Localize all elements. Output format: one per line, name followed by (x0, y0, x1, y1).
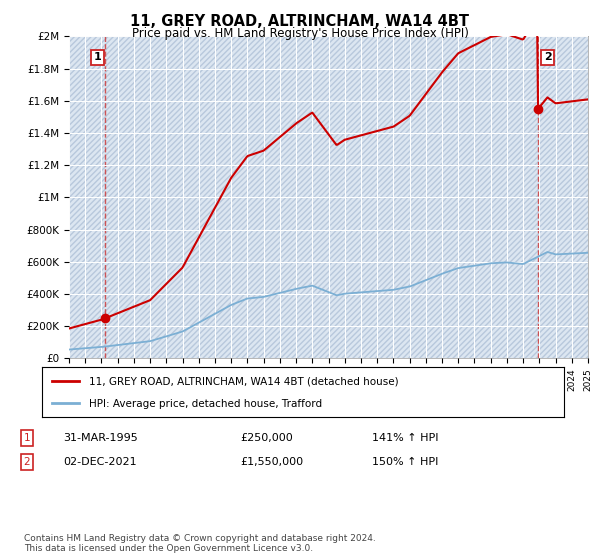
Text: 11, GREY ROAD, ALTRINCHAM, WA14 4BT: 11, GREY ROAD, ALTRINCHAM, WA14 4BT (131, 14, 470, 29)
Text: 11, GREY ROAD, ALTRINCHAM, WA14 4BT (detached house): 11, GREY ROAD, ALTRINCHAM, WA14 4BT (det… (89, 377, 398, 387)
Text: 31-MAR-1995: 31-MAR-1995 (63, 433, 138, 443)
Text: Contains HM Land Registry data © Crown copyright and database right 2024.
This d: Contains HM Land Registry data © Crown c… (24, 534, 376, 553)
Text: 1: 1 (23, 433, 31, 443)
Text: 150% ↑ HPI: 150% ↑ HPI (372, 457, 439, 467)
Text: £250,000: £250,000 (240, 433, 293, 443)
Text: 1: 1 (94, 52, 101, 62)
Text: £1,550,000: £1,550,000 (240, 457, 303, 467)
Text: 141% ↑ HPI: 141% ↑ HPI (372, 433, 439, 443)
Text: Price paid vs. HM Land Registry's House Price Index (HPI): Price paid vs. HM Land Registry's House … (131, 27, 469, 40)
Text: 2: 2 (544, 52, 551, 62)
Text: HPI: Average price, detached house, Trafford: HPI: Average price, detached house, Traf… (89, 399, 322, 409)
Text: 02-DEC-2021: 02-DEC-2021 (63, 457, 137, 467)
Text: 2: 2 (23, 457, 31, 467)
